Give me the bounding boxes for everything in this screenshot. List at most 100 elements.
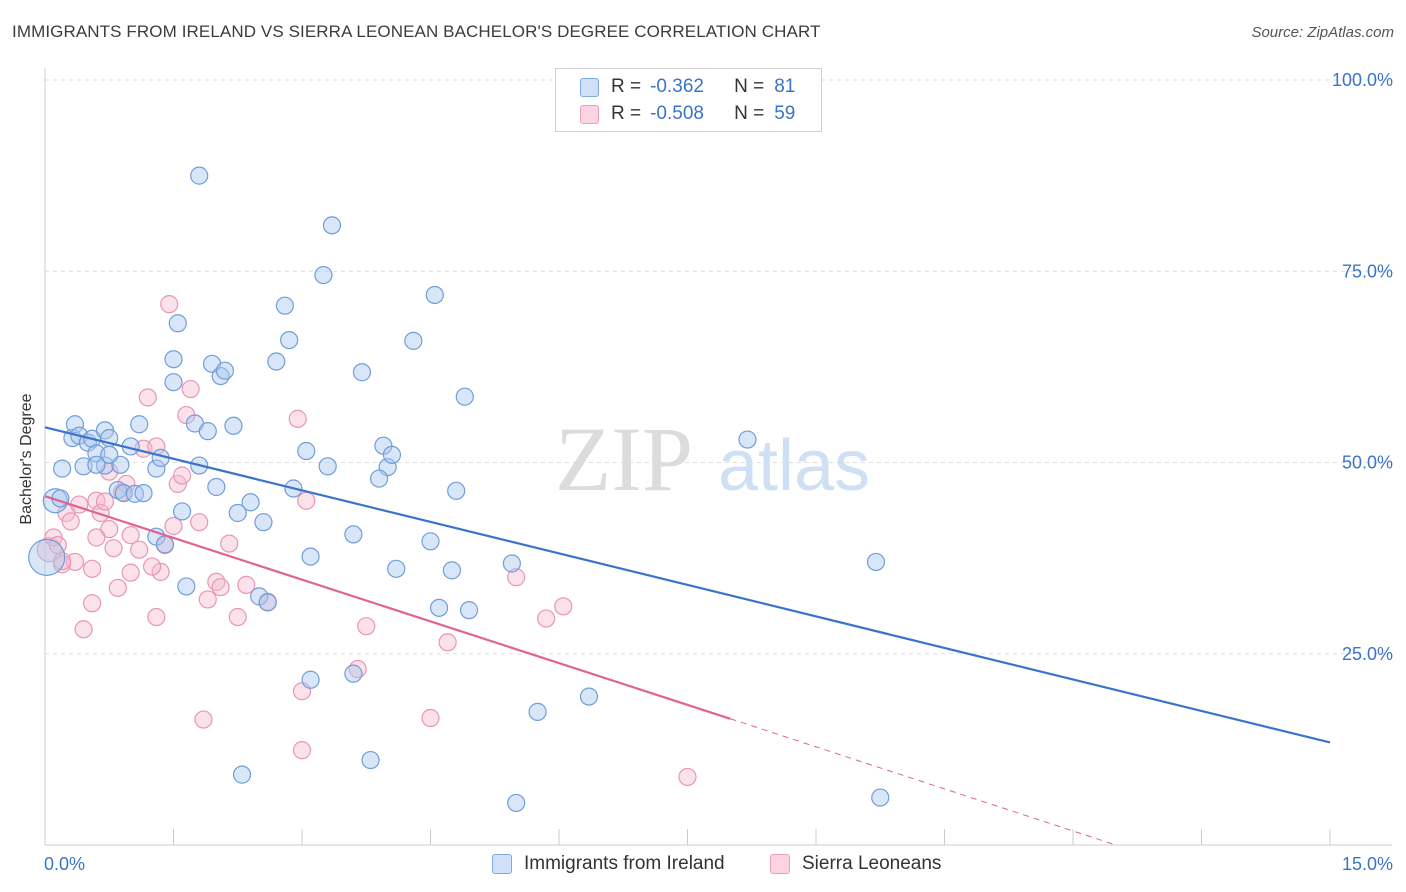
bottom-legend-sierra-leone: Sierra Leoneans [770,852,941,876]
data-point-ireland [130,415,149,434]
data-point-ireland [382,445,402,464]
data-point-ireland [207,477,226,497]
data-point-sierra-leone [678,767,697,787]
chart-title: IMMIGRANTS FROM IRELAND VS SIERRA LEONEA… [12,22,821,41]
data-point-ireland [241,493,260,512]
data-point-sierra-leone [421,708,440,728]
legend-n-label: N = [734,76,765,97]
legend-swatch-ireland [580,77,599,97]
data-point-ireland [87,455,106,474]
axes [44,68,1392,846]
data-point-ireland [455,387,474,406]
data-point-sierra-leone [83,594,102,613]
data-point-sierra-leone [220,534,239,553]
legend-n-value: 59 [774,103,796,124]
legend-row-ireland: R = -0.362 N = 81 [580,75,795,99]
data-point-ireland [228,503,247,523]
data-point-ireland [387,559,406,578]
y-tick-label: 50.0% [1342,453,1393,473]
data-point-sierra-leone [95,492,115,511]
data-point-sierra-leone [507,568,526,587]
data-point-ireland [404,331,423,350]
data-point-ireland [352,363,372,382]
source-label: Source: ZipAtlas.com [1251,24,1394,41]
data-point-sierra-leone [237,575,256,595]
tick-labels: 100.0% 75.0% 50.0% 25.0% 0.0% 15.0% [44,70,1393,874]
correlation-legend: R = -0.362 N = 81 R = -0.508 N = 59 [555,68,822,132]
data-point-sierra-leone [142,557,162,576]
data-point-ireland [232,765,252,784]
data-point-sierra-leone [211,578,230,597]
bottom-legend-label-ireland: Immigrants from Ireland [524,853,725,874]
legend-n-label: N = [734,103,765,124]
legend-r-label: R = [611,103,642,124]
data-point-ireland [134,484,153,503]
data-point-sierra-leone [297,491,316,510]
data-point-ireland [297,441,316,461]
data-point-ireland [224,416,243,435]
legend-swatch-sierra-leone [580,104,599,124]
legend-r-value: -0.362 [650,76,704,97]
data-point-ireland [447,481,466,500]
trend-lines [44,426,1331,846]
data-point-sierra-leone [61,512,80,531]
data-point-ireland [425,285,444,305]
data-point-ireland [318,457,337,476]
data-point-ireland [172,502,192,521]
trend-line-sierra-leone-extension [730,718,1116,846]
watermark: ZIP atlas [555,408,870,510]
data-point-sierra-leone [160,295,179,314]
trend-line-sierra-leone [44,495,731,720]
y-tick-label: 25.0% [1342,644,1393,664]
x-tick-label: 15.0% [1342,854,1393,874]
data-point-ireland [177,577,196,596]
data-point-ireland [254,513,273,532]
bottom-legend-swatch-sierra-leone [770,854,790,874]
data-point-ireland [155,535,175,554]
data-point-sierra-leone [438,633,457,652]
data-point-ireland [164,373,183,392]
data-point-ireland [344,664,363,683]
data-point-sierra-leone [108,578,127,598]
legend-row-sierra-leone: R = -0.508 N = 59 [580,102,795,126]
data-point-ireland [502,554,521,573]
data-point-sierra-leone [181,379,200,399]
bottom-legend-swatch-ireland [492,854,512,874]
data-point-ireland [168,314,187,333]
data-point-ireland [301,670,320,689]
watermark-atlas: atlas [718,426,870,506]
data-point-ireland [190,166,209,185]
data-point-ireland [344,525,363,544]
data-point-ireland [100,445,119,464]
data-point-sierra-leone [138,388,157,407]
data-point-ireland [866,552,886,572]
data-point-sierra-leone [292,741,312,760]
data-point-ireland [459,601,479,620]
data-point-sierra-leone [83,559,102,578]
data-point-ireland [275,296,294,315]
data-point-ireland [164,350,183,369]
data-point-sierra-leone [147,607,166,627]
data-point-ireland [507,793,526,813]
data-point-ireland [871,788,890,807]
data-point-ireland [53,459,72,478]
trend-line-ireland [44,426,1331,744]
data-point-sierra-leone [121,563,140,582]
data-point-ireland [314,265,333,285]
data-point-ireland [267,352,286,371]
data-point-ireland [280,331,299,350]
legend-r-value: -0.508 [650,103,704,124]
data-point-sierra-leone [104,539,123,558]
data-point-ireland [579,687,599,706]
data-point-sierra-leone [74,620,93,639]
data-point-ireland [258,593,277,612]
data-point-sierra-leone [288,409,307,428]
data-point-ireland [198,422,217,441]
data-point-ireland [361,750,380,770]
y-axis-label: Bachelor's Degree [18,393,35,525]
gridlines [45,79,1392,655]
data-point-ireland [147,459,166,478]
data-point-sierra-leone [53,552,72,571]
data-point-sierra-leone [357,617,376,636]
